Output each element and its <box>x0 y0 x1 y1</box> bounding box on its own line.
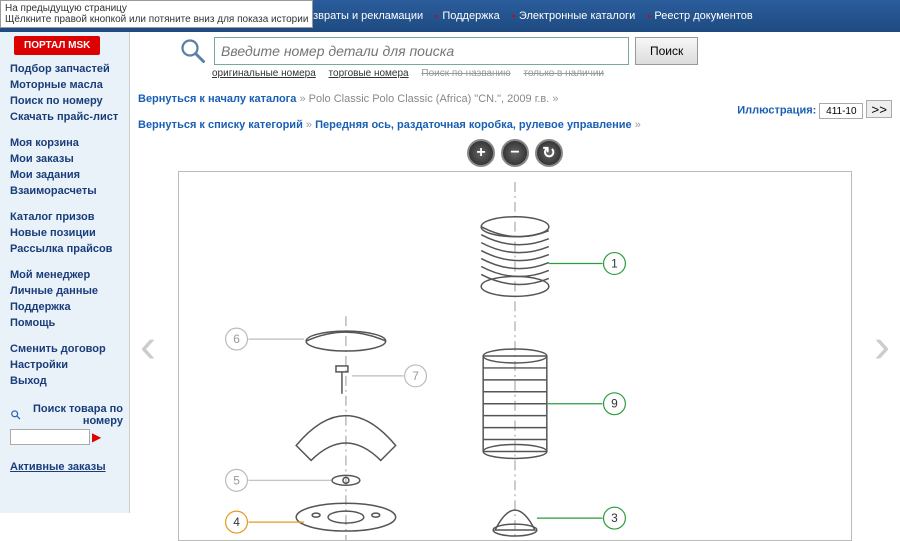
callout-9[interactable]: 9 <box>611 397 618 411</box>
sidebar-search-go-icon[interactable]: ▶ <box>92 430 101 444</box>
sidebar-item-search-by-number[interactable]: Поиск по номеру <box>0 93 129 109</box>
prev-illustration-icon[interactable]: ‹ <box>140 319 156 374</box>
search-magnifier-icon <box>178 36 208 66</box>
sidebar-item-settings[interactable]: Настройки <box>0 357 129 373</box>
portal-tab[interactable]: ПОРТАЛ MSK <box>14 36 100 55</box>
illustration-next-button[interactable]: >> <box>866 100 892 118</box>
breadcrumb-back-catalog[interactable]: Вернуться к началу каталога <box>138 93 296 105</box>
sidebar-item-prize-catalog[interactable]: Каталог призов <box>0 209 129 225</box>
sidebar-item-change-contract[interactable]: Сменить договор <box>0 341 129 357</box>
callout-7[interactable]: 7 <box>412 369 419 383</box>
search-filter-links: оригинальные номера торговые номера Поис… <box>212 68 892 79</box>
next-illustration-icon[interactable]: › <box>874 319 890 374</box>
breadcrumb-back-category[interactable]: Вернуться к списку категорий <box>138 119 303 131</box>
sidebar-search-input[interactable] <box>10 429 90 445</box>
part-search-input[interactable] <box>214 37 629 65</box>
callout-4[interactable]: 4 <box>233 515 240 529</box>
breadcrumb-trail-2[interactable]: Передняя ось, раздаточная коробка, рулев… <box>315 119 632 131</box>
sidebar-item-active-orders[interactable]: Активные заказы <box>0 459 129 475</box>
sidebar-item-mailing[interactable]: Рассылка прайсов <box>0 241 129 257</box>
parts-diagram[interactable]: 1 9 3 6 <box>178 171 852 541</box>
main-content: Поиск оригинальные номера торговые номер… <box>130 32 900 513</box>
callout-3[interactable]: 3 <box>611 511 618 525</box>
zoom-out-button[interactable]: − <box>501 139 529 167</box>
sidebar-item-parts-search[interactable]: Подбор запчастей <box>0 61 129 77</box>
sidebar-search-label: Поиск товара по номеру <box>0 399 129 429</box>
filter-in-stock[interactable]: только в наличии <box>523 68 604 79</box>
breadcrumb-trail-1: Polo Classic Polo Classic (Africa) "CN."… <box>309 93 550 105</box>
magnifier-icon <box>10 407 22 423</box>
breadcrumb-category: Вернуться к списку категорий » Передняя … <box>138 119 892 131</box>
nav-catalogs[interactable]: Электронные каталоги <box>512 10 636 22</box>
sidebar-item-help[interactable]: Помощь <box>0 315 129 331</box>
nav-registry[interactable]: Реестр документов <box>647 10 752 22</box>
illustration-label: Иллюстрация: <box>737 105 816 117</box>
refresh-button[interactable]: ↻ <box>535 139 563 167</box>
browser-tooltip: На предыдущую страницу Щёлкните правой к… <box>0 0 313 28</box>
search-button[interactable]: Поиск <box>635 37 698 65</box>
sidebar-item-settlements[interactable]: Взаиморасчеты <box>0 183 129 199</box>
callout-1[interactable]: 1 <box>611 256 618 270</box>
sidebar-item-motor-oils[interactable]: Моторные масла <box>0 77 129 93</box>
sidebar: ПОРТАЛ MSK Подбор запчастей Моторные мас… <box>0 32 130 513</box>
sidebar-item-support[interactable]: Поддержка <box>0 299 129 315</box>
callout-6[interactable]: 6 <box>233 332 240 346</box>
illustration-input[interactable] <box>819 103 863 119</box>
sidebar-item-download-price[interactable]: Скачать прайс-лист <box>0 109 129 125</box>
filter-trade-numbers[interactable]: торговые номера <box>329 68 409 79</box>
callout-5[interactable]: 5 <box>233 473 240 487</box>
sidebar-item-tasks[interactable]: Мои задания <box>0 167 129 183</box>
nav-support[interactable]: Поддержка <box>435 10 500 22</box>
sidebar-item-cart[interactable]: Моя корзина <box>0 135 129 151</box>
filter-by-name[interactable]: Поиск по названию <box>421 68 510 79</box>
filter-original-numbers[interactable]: оригинальные номера <box>212 68 316 79</box>
sidebar-item-orders[interactable]: Мои заказы <box>0 151 129 167</box>
sidebar-item-personal[interactable]: Личные данные <box>0 283 129 299</box>
sidebar-item-logout[interactable]: Выход <box>0 373 129 389</box>
sidebar-item-manager[interactable]: Мой менеджер <box>0 267 129 283</box>
illustration-selector: Иллюстрация: >> <box>737 100 892 119</box>
sidebar-item-new-items[interactable]: Новые позиции <box>0 225 129 241</box>
zoom-in-button[interactable]: + <box>467 139 495 167</box>
